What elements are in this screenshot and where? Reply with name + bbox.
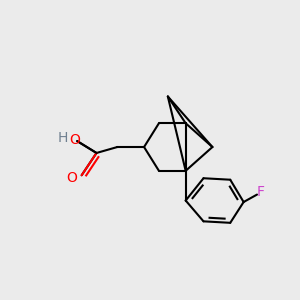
Text: F: F (257, 185, 265, 199)
Text: O: O (67, 171, 78, 185)
Text: O: O (70, 133, 80, 147)
Text: H: H (57, 131, 68, 145)
